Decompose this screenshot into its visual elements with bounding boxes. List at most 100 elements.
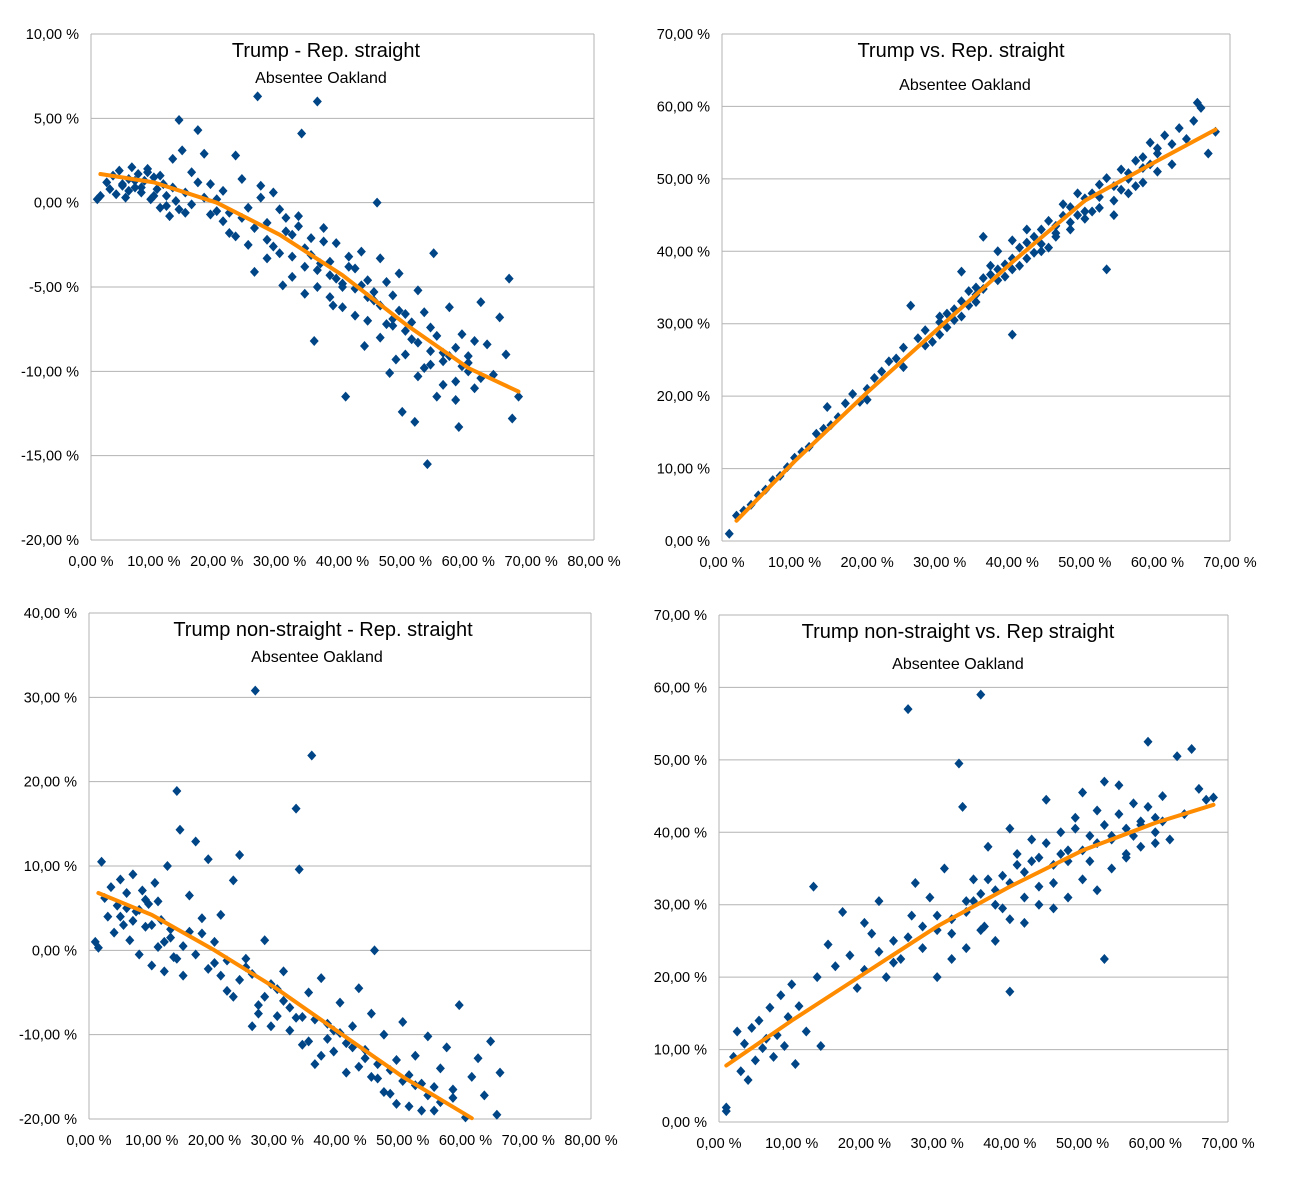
chart-2-data-point — [1000, 271, 1010, 282]
chart-1-data-point — [482, 339, 492, 350]
chart-2-data-point — [1131, 181, 1141, 192]
chart-1-data-point — [149, 190, 159, 201]
chart-1-data-point — [127, 162, 137, 173]
chart-4-data-point — [736, 1066, 746, 1077]
chart-3-data-point — [354, 1061, 364, 1072]
chart-4-data-point — [779, 1040, 789, 1051]
chart-1-data-point — [297, 128, 307, 139]
chart-3-data-point — [322, 1033, 332, 1044]
chart-3-data-point — [260, 991, 270, 1002]
chart-3-x-tick-label: 60,00 % — [439, 1133, 492, 1149]
chart-2-data-point — [898, 342, 908, 353]
chart-4-data-point — [925, 892, 935, 903]
chart-1-data-point — [249, 222, 259, 233]
chart-4-data-point — [1005, 986, 1015, 997]
chart-3-data-point — [479, 1090, 489, 1101]
chart-1-data-point — [501, 349, 511, 360]
chart-4-data-point — [1056, 849, 1066, 860]
chart-1-points — [92, 91, 524, 470]
chart-4-data-point — [1208, 792, 1218, 803]
chart-4-data-point — [1019, 867, 1029, 878]
chart-1-data-point — [350, 310, 360, 321]
chart-1-data-point — [256, 192, 266, 203]
chart-2-data-point — [971, 296, 981, 307]
chart-3-data-point — [210, 936, 219, 947]
chart-1-data-point — [331, 273, 341, 284]
chart-2-data-point — [1007, 235, 1017, 246]
chart-2-data-point — [1087, 206, 1097, 217]
chart-3-data-point — [172, 785, 182, 796]
chart-1-data-point — [338, 302, 347, 313]
chart-4-trendline — [724, 802, 1216, 1068]
chart-4-data-point — [739, 1038, 749, 1049]
chart-1-data-point — [341, 391, 351, 402]
chart-4-data-point — [1121, 852, 1131, 863]
chart-3-data-point — [304, 1036, 314, 1047]
chart-2-data-point — [1036, 224, 1046, 235]
chart-3-subtitle: Absentee Oakland — [251, 649, 383, 666]
chart-4-data-point — [1070, 823, 1080, 834]
chart-3-data-point — [147, 960, 157, 971]
chart-2-data-point — [1044, 215, 1054, 226]
chart-1-data-point — [237, 174, 247, 185]
chart-1-x-tick-label: 40,00 % — [316, 554, 369, 570]
chart-4-data-point — [918, 921, 928, 932]
chart-1-data-point — [454, 421, 464, 432]
chart-3-data-point — [103, 911, 113, 922]
chart-3-data-point — [307, 750, 317, 761]
chart-2-data-point — [1073, 210, 1083, 221]
chart-1-data-point — [312, 265, 322, 276]
chart-1-data-point — [507, 413, 517, 424]
chart-1-data-point — [438, 379, 448, 390]
chart-2-data-point — [1015, 242, 1025, 253]
chart-4-data-point — [1194, 783, 1204, 794]
chart-3-data-point — [348, 1021, 358, 1032]
chart-2-data-point — [1109, 210, 1119, 221]
chart-3-data-point — [486, 1036, 496, 1047]
chart-1-data-point — [429, 248, 439, 259]
chart-2-data-point — [1131, 155, 1141, 166]
chart-2-data-point — [1152, 143, 1162, 154]
chart-1-data-point — [476, 297, 486, 308]
chart-2-data-point — [1065, 224, 1075, 235]
chart-2-data-point — [978, 273, 988, 284]
chart-2-data-point — [978, 231, 988, 242]
chart-3-data-point — [153, 896, 163, 907]
chart-4-data-point — [732, 1026, 742, 1037]
chart-2-data-point — [1102, 264, 1112, 275]
chart-1-data-point — [300, 261, 310, 272]
chart-3-data-point — [291, 1012, 301, 1023]
chart-1-title: Trump - Rep. straight — [232, 40, 421, 62]
chart-1-data-point — [400, 308, 410, 319]
chart-4-data-point — [910, 877, 920, 888]
chart-4-data-point — [1027, 856, 1037, 867]
chart-4-data-point — [1143, 736, 1153, 747]
chart-3-y-tick-label: 0,00 % — [32, 943, 77, 959]
chart-1-data-point — [268, 241, 278, 252]
chart-4-points — [721, 689, 1218, 1117]
chart-3-data-point — [241, 953, 251, 964]
chart-1-data-point — [193, 125, 203, 136]
chart-2-data-point — [1102, 173, 1112, 184]
chart-3-data-point — [379, 1029, 389, 1040]
chart-1-data-point — [171, 195, 181, 206]
chart-1-data-point — [400, 325, 410, 336]
chart-1-data-point — [193, 177, 203, 188]
chart-3-data-point — [370, 945, 380, 956]
chart-3-y-tick-label: -10,00 % — [19, 1028, 77, 1044]
chart-3-y-tick-label: 20,00 % — [24, 775, 77, 791]
chart-4-x-tick-label: 60,00 % — [1129, 1136, 1182, 1152]
chart-3-x-tick-label: 70,00 % — [502, 1133, 555, 1149]
chart-4-data-point — [976, 689, 986, 700]
chart-3-x-tick-label: 30,00 % — [251, 1133, 304, 1149]
chart-4-data-point — [852, 983, 862, 994]
chart-4-data-point — [939, 863, 949, 874]
chart-1-data-point — [293, 221, 303, 232]
chart-2-data-point — [1167, 139, 1177, 150]
chart-4-data-point — [787, 979, 797, 990]
chart-2-data-point — [724, 528, 734, 539]
chart-1-data-point — [293, 211, 303, 222]
chart-2-y-tick-label: 60,00 % — [657, 99, 710, 115]
chart-1-data-point — [391, 354, 401, 365]
chart-4-data-point — [790, 1059, 800, 1070]
